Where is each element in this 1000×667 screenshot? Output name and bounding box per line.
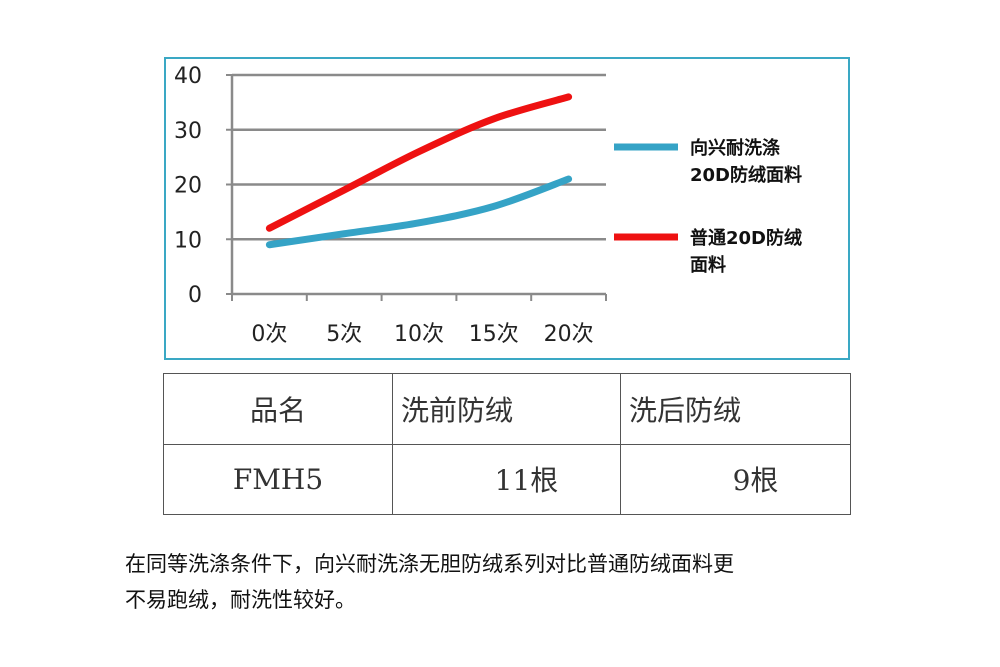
table-header-cell: 品名 xyxy=(163,373,393,445)
table-cell: 9根 xyxy=(620,443,851,515)
legend-label: 向兴耐洗涤 xyxy=(690,137,780,159)
y-tick-labels: 0 10 20 30 40 xyxy=(174,64,202,308)
axes xyxy=(226,74,607,301)
series-lines xyxy=(265,93,573,249)
x-tick-label: 15次 xyxy=(469,322,519,347)
x-tick-label: 10次 xyxy=(394,322,444,347)
x-tick-label: 5次 xyxy=(326,322,362,347)
data-table: 品名 洗前防绒 洗后防绒 FMH5 11根 9根 xyxy=(163,373,851,515)
grid-lines xyxy=(232,73,606,241)
y-tick-label: 30 xyxy=(174,119,202,144)
caption-line: 在同等洗涤条件下，向兴耐洗涤无胆防绒系列对比普通防绒面料更 xyxy=(125,552,734,576)
y-tick-label: 0 xyxy=(188,283,202,308)
table-header-cell: 洗前防绒 xyxy=(392,373,621,445)
caption-text: 在同等洗涤条件下，向兴耐洗涤无胆防绒系列对比普通防绒面料更 不易跑绒，耐洗性较好… xyxy=(125,546,905,618)
chart-panel: 0 10 20 30 40 0次 5次 10次 15次 20次 向兴耐洗涤 20D防绒面料 普通20… xyxy=(164,57,850,360)
legend-label: 普通20D防绒 xyxy=(690,227,802,249)
table-row: FMH5 11根 9根 xyxy=(163,443,851,515)
x-tick-labels: 0次 5次 10次 15次 20次 xyxy=(251,322,593,347)
legend-label: 面料 xyxy=(690,254,726,276)
table-header-row: 品名 洗前防绒 洗后防绒 xyxy=(163,373,851,445)
line-chart: 0 10 20 30 40 0次 5次 10次 15次 20次 向兴耐洗涤 20D防绒面料普通20… xyxy=(174,64,802,347)
table-cell: 11根 xyxy=(392,443,621,515)
caption-line: 不易跑绒，耐洗性较好。 xyxy=(125,588,356,612)
y-tick-label: 20 xyxy=(174,174,202,199)
series-line-2 xyxy=(265,93,573,232)
x-tick-label: 20次 xyxy=(544,322,594,347)
y-tick-label: 40 xyxy=(174,64,202,89)
legend-label: 20D防绒面料 xyxy=(690,164,802,186)
table-header-cell: 洗后防绒 xyxy=(620,373,851,445)
x-tick-label: 0次 xyxy=(251,322,287,347)
series-line-1 xyxy=(265,175,573,249)
table-cell: FMH5 xyxy=(163,443,393,515)
y-tick-label: 10 xyxy=(174,228,202,253)
